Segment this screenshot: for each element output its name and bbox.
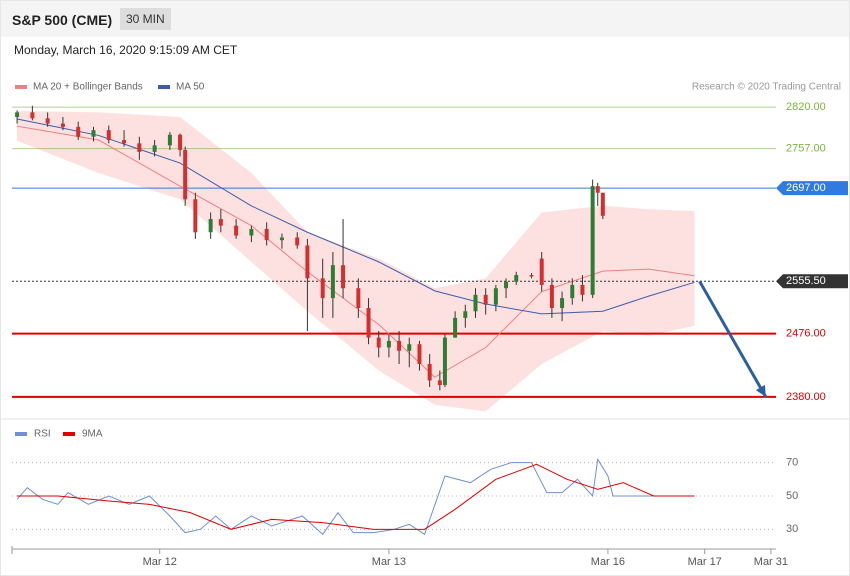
x-tick-label: Mar 31 bbox=[754, 556, 788, 568]
candle-body bbox=[152, 145, 157, 152]
candle-body bbox=[560, 298, 565, 308]
candle-body bbox=[463, 311, 468, 318]
legend-label: RSI bbox=[34, 429, 51, 440]
candle-body bbox=[417, 344, 422, 364]
candle-body bbox=[91, 130, 96, 137]
candle-body bbox=[167, 134, 172, 146]
candle-body bbox=[45, 118, 50, 124]
timeframe-button[interactable]: 30 MIN bbox=[120, 8, 171, 30]
candle-body bbox=[600, 192, 605, 216]
legend-label: 9MA bbox=[82, 429, 103, 440]
level-label: 2380.00 bbox=[786, 391, 826, 403]
ma20-line bbox=[17, 125, 695, 378]
x-tick-label: Mar 16 bbox=[591, 556, 625, 568]
level-label: 2555.50 bbox=[786, 275, 826, 287]
candle-body bbox=[178, 134, 183, 150]
candle-body bbox=[218, 219, 223, 226]
rsi-line bbox=[17, 463, 695, 530]
candle-body bbox=[590, 186, 595, 295]
candle-body bbox=[595, 186, 600, 193]
candle-body bbox=[376, 337, 381, 348]
legend-label: MA 20 + Bollinger Bands bbox=[33, 82, 143, 93]
arrow-head bbox=[755, 384, 766, 397]
candle-body bbox=[15, 112, 20, 117]
candle-body bbox=[106, 130, 111, 141]
x-tick-label: Mar 17 bbox=[688, 556, 722, 568]
candle-body bbox=[539, 258, 544, 285]
y-tick-label: 70 bbox=[786, 457, 798, 469]
candle-body bbox=[580, 284, 585, 295]
candle-body bbox=[60, 123, 65, 127]
y-tick-label: 30 bbox=[786, 523, 798, 535]
ma50-line bbox=[16, 118, 695, 315]
candle-body bbox=[356, 288, 361, 308]
candle-body bbox=[183, 149, 188, 200]
candle-body bbox=[30, 112, 35, 119]
y-tick-label: 50 bbox=[786, 490, 798, 502]
candle-body bbox=[341, 265, 346, 289]
candle-body bbox=[330, 265, 335, 299]
candle-body bbox=[397, 340, 402, 351]
candle-body bbox=[305, 245, 310, 279]
candle-body bbox=[549, 284, 554, 308]
candle-body bbox=[504, 281, 509, 289]
candle-body bbox=[279, 237, 284, 241]
candle-body bbox=[366, 307, 371, 338]
candle-body bbox=[473, 294, 478, 312]
candle-body bbox=[122, 140, 127, 144]
level-label-box bbox=[776, 274, 848, 289]
level-label: 2757.00 bbox=[786, 143, 826, 155]
candle-body bbox=[493, 288, 498, 305]
forecast-arrow bbox=[698, 280, 768, 398]
candle-body bbox=[320, 278, 325, 299]
candle-body bbox=[570, 284, 575, 299]
level-label: 2820.00 bbox=[786, 101, 826, 113]
candle-body bbox=[295, 237, 300, 246]
level-label: 2476.00 bbox=[786, 328, 826, 340]
level-label: 2697.00 bbox=[786, 182, 826, 194]
candle-body bbox=[249, 228, 254, 236]
rsi-line bbox=[16, 457, 695, 536]
candle-body bbox=[407, 344, 412, 351]
x-tick-label: Mar 13 bbox=[372, 556, 406, 568]
candle-body bbox=[442, 337, 447, 386]
candle-body bbox=[264, 228, 269, 241]
candle-body bbox=[386, 340, 391, 348]
candle-body bbox=[529, 275, 534, 277]
candle-body bbox=[208, 219, 213, 233]
level-label-box bbox=[776, 181, 848, 196]
candle-body bbox=[453, 317, 458, 338]
header: S&P 500 (CME) 30 MIN bbox=[1, 1, 849, 37]
instrument-title: S&P 500 (CME) bbox=[12, 12, 113, 28]
candle-body bbox=[437, 380, 442, 386]
legend-label: MA 50 bbox=[176, 82, 205, 93]
candle-body bbox=[76, 126, 81, 137]
candle-body bbox=[193, 199, 198, 233]
candle-body bbox=[137, 143, 142, 152]
x-tick-label: Mar 12 bbox=[143, 556, 177, 568]
credit: Research © 2020 Trading Central bbox=[692, 82, 841, 93]
candle-body bbox=[234, 225, 239, 236]
candle-body bbox=[514, 275, 519, 282]
candle-body bbox=[483, 294, 488, 305]
candle-body bbox=[427, 363, 432, 381]
datetime: Monday, March 16, 2020 9:15:09 AM CET bbox=[14, 43, 238, 57]
